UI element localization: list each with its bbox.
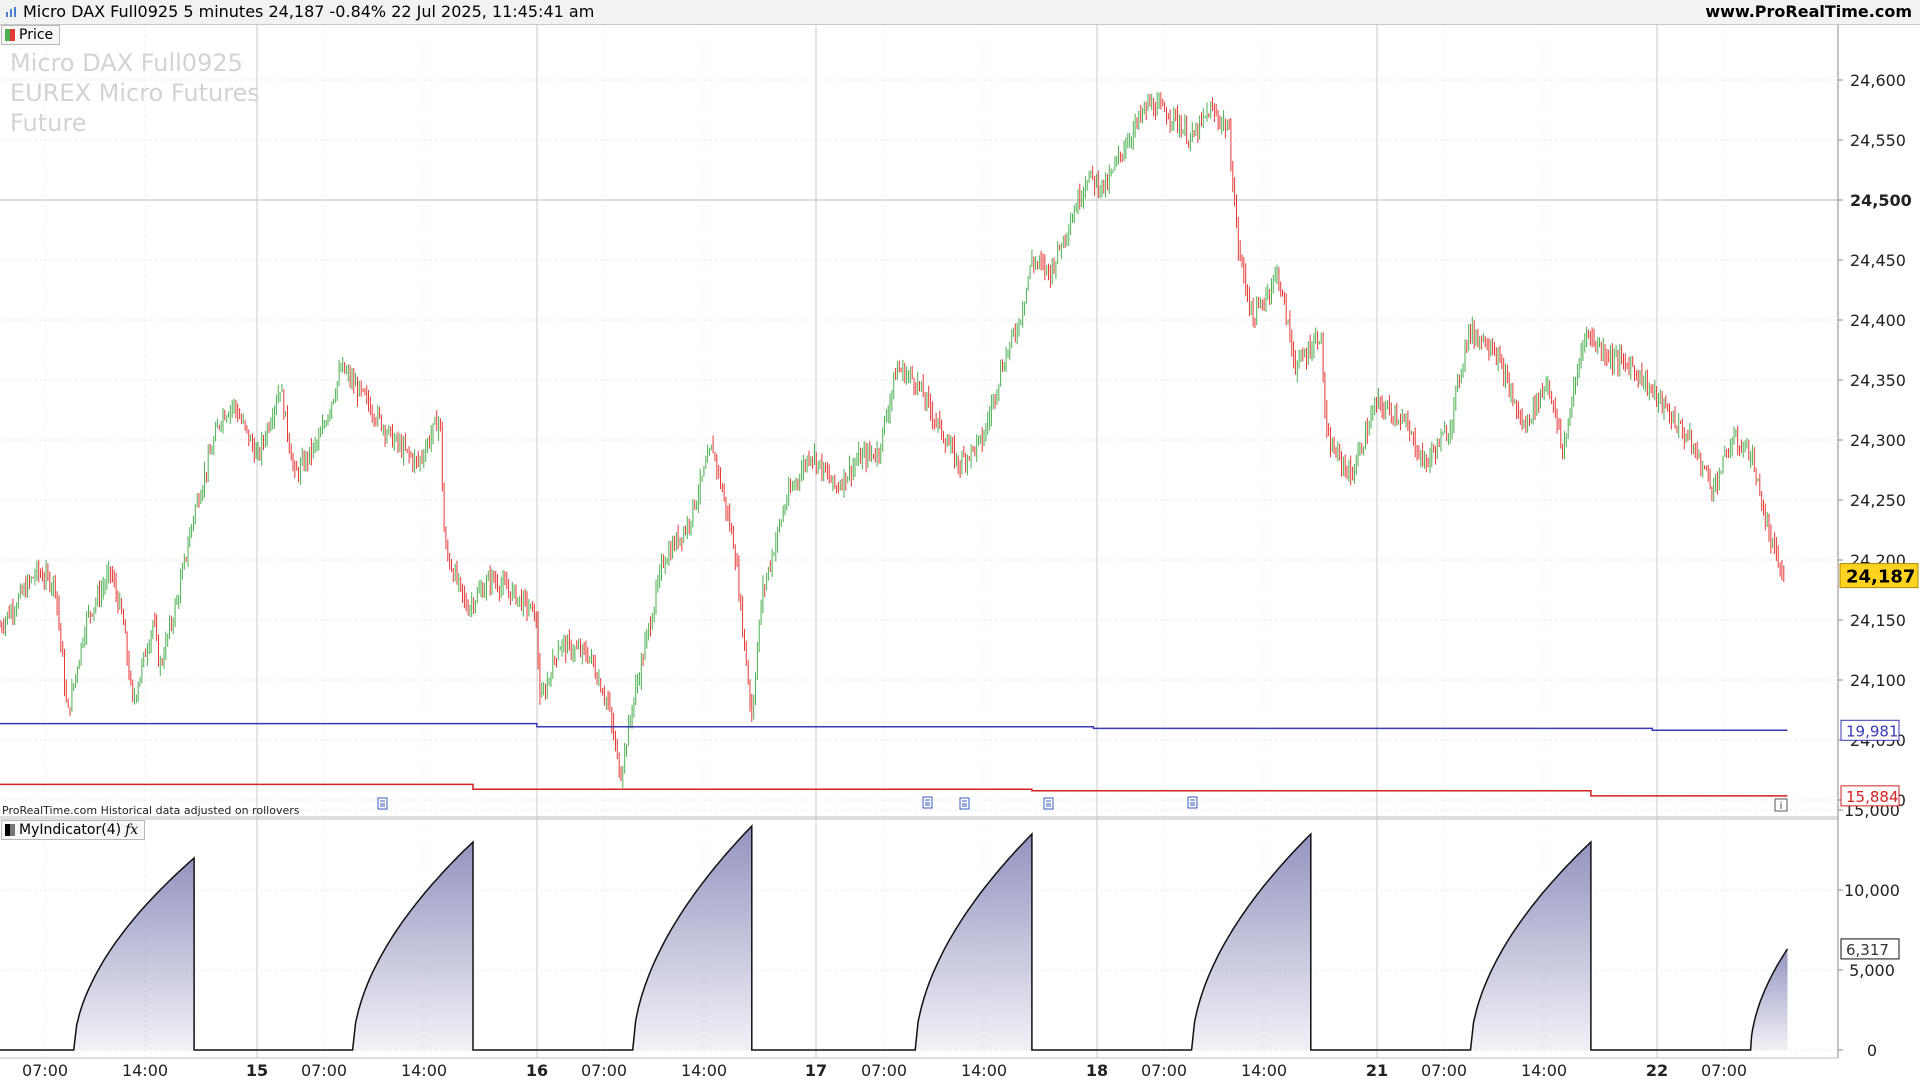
indicator-value-label: 15,884	[1846, 788, 1899, 806]
chart-frame	[0, 25, 1839, 1059]
chart-canvas[interactable]: 24,00024,05024,10024,15024,20024,25024,3…	[0, 25, 1920, 1080]
indicator-value-badge	[1840, 719, 1900, 741]
indicator-value-label: 6,317	[1846, 941, 1889, 959]
price-tick-label: 24,450	[1850, 251, 1906, 270]
instrument-watermark: Micro DAX Full0925 EUREX Micro Futures F…	[10, 48, 260, 138]
time-tick-label: 21	[1366, 1061, 1388, 1080]
indicator-area	[632, 826, 752, 1050]
data-credit-note: ProRealTime.com Historical data adjusted…	[2, 804, 300, 817]
price-legend[interactable]: Price	[1, 25, 61, 45]
time-tick-label: 14:00	[681, 1061, 727, 1080]
indicator-area	[1191, 834, 1311, 1050]
svg-text:i: i	[1780, 801, 1783, 812]
indicator-line	[0, 824, 1789, 1051]
watermark-line: EUREX Micro Futures	[10, 79, 260, 107]
price-tick-label: 24,600	[1850, 71, 1906, 90]
time-axis: 07:00 14:00 15 07:00 14:00 16 07:00 14:00 17 07:0…	[22, 1061, 1747, 1080]
time-tick-label: 07:00	[1701, 1061, 1747, 1080]
news-icon[interactable]	[922, 796, 933, 809]
news-icon[interactable]	[959, 797, 970, 810]
watermark-line: Future	[10, 109, 87, 137]
news-icon[interactable]	[1187, 796, 1198, 809]
price-gridlines	[0, 25, 1838, 1058]
indicator-area	[1750, 948, 1788, 1050]
price-candles	[0, 92, 1785, 789]
indicator-tick-label: 10,000	[1844, 881, 1900, 900]
candle-color-swatch	[5, 29, 15, 41]
price-tick-label: 24,100	[1850, 671, 1906, 690]
price-tick-label: 24,300	[1850, 431, 1906, 450]
indicator-area	[352, 842, 473, 1050]
indicator-tick-label: 0	[1867, 1041, 1877, 1060]
indicator-tick-label: 5,000	[1849, 961, 1895, 980]
news-icon[interactable]	[1043, 797, 1054, 810]
time-tick-label: 22	[1646, 1061, 1668, 1080]
price-tick-label: 24,500	[1850, 191, 1912, 210]
indicator-value-label: 19,981	[1846, 722, 1899, 740]
last-price-label: 24,187	[1846, 567, 1915, 588]
indicator-value-badge	[1840, 785, 1900, 807]
time-tick-label: 15	[246, 1061, 268, 1080]
function-icon[interactable]: fx	[125, 822, 139, 838]
time-tick-label: 14:00	[401, 1061, 447, 1080]
time-tick-label: 07:00	[1421, 1061, 1467, 1080]
indicator-area	[915, 834, 1032, 1050]
indicator-line	[0, 783, 1788, 797]
price-legend-label: Price	[19, 27, 54, 43]
time-tick-label: 18	[1086, 1061, 1108, 1080]
indicator-color-swatch	[5, 824, 15, 836]
time-tick-label: 14:00	[1521, 1061, 1567, 1080]
time-tick-label: 14:00	[1241, 1061, 1287, 1080]
price-tick-label: 24,250	[1850, 491, 1906, 510]
price-tick-label: 24,350	[1850, 371, 1906, 390]
indicator-legend-label: MyIndicator(4)	[19, 822, 122, 838]
indicator-legend[interactable]: MyIndicator(4) fx	[1, 820, 146, 840]
price-tick-label: 24,150	[1850, 611, 1906, 630]
time-tick-label: 07:00	[22, 1061, 68, 1080]
event-icons: i	[377, 796, 1788, 812]
time-tick-label: 14:00	[122, 1061, 168, 1080]
watermark-line: Micro DAX Full0925	[10, 49, 243, 77]
indicator-line	[0, 722, 1788, 732]
time-tick-label: 07:00	[1141, 1061, 1187, 1080]
time-tick-label: 17	[805, 1061, 827, 1080]
title-bar: Micro DAX Full0925 5 minutes 24,187 -0.8…	[0, 0, 1920, 25]
price-axis: 24,00024,05024,10024,15024,20024,25024,3…	[1838, 71, 1919, 810]
info-icon[interactable]: i	[1774, 798, 1788, 812]
time-tick-label: 16	[526, 1061, 548, 1080]
price-tick-label: 24,400	[1850, 311, 1906, 330]
time-tick-label: 07:00	[301, 1061, 347, 1080]
chart-title: Micro DAX Full0925 5 minutes 24,187 -0.8…	[23, 2, 595, 21]
time-tick-label: 07:00	[581, 1061, 627, 1080]
time-tick-label: 07:00	[861, 1061, 907, 1080]
time-tick-label: 14:00	[961, 1061, 1007, 1080]
price-tick-label: 24,550	[1850, 131, 1906, 150]
indicator-series	[0, 722, 1789, 1051]
news-icon[interactable]	[377, 797, 388, 810]
site-link[interactable]: www.ProRealTime.com	[1705, 2, 1912, 21]
indicator-value-badge	[1840, 938, 1900, 960]
chart-icon	[6, 7, 16, 17]
indicator-area	[73, 858, 195, 1050]
indicator-area	[1470, 842, 1591, 1050]
last-price-badge	[1839, 563, 1919, 589]
